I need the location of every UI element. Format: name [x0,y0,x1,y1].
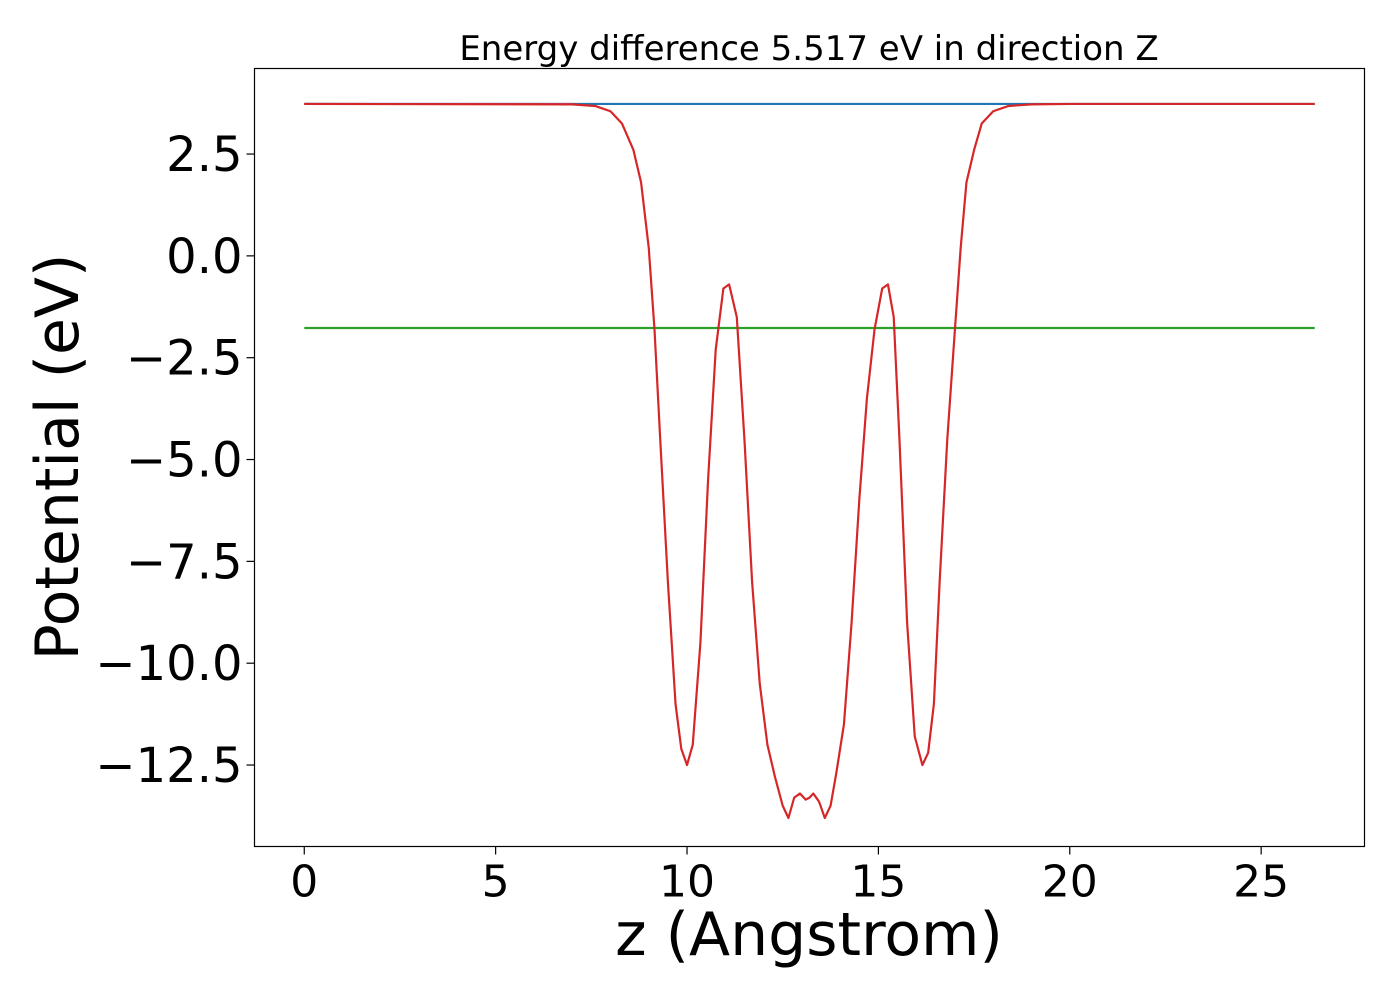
y-tick-label: 0.0 [166,229,242,285]
x-tick-label: 15 [850,857,906,908]
y-tick-label: −10.0 [95,636,242,692]
series-line-3 [304,102,1315,820]
y-tick-label: −7.5 [126,534,243,590]
plot-frame [253,67,1366,848]
series-layer [304,102,1315,820]
x-tick-label: 20 [1042,857,1098,908]
x-tick-label: 10 [659,857,715,908]
chart-title: Energy difference 5.517 eV in direction … [459,29,1158,69]
x-tick-label: 5 [482,857,510,908]
y-tick-label: −2.5 [126,331,243,387]
y-tick-label: 2.5 [166,127,242,183]
x-tick-label: 25 [1233,857,1289,908]
x-ticks: 0 5 10 15 20 25 [290,846,1289,908]
x-axis-label: z (Angstrom) [615,900,1003,970]
x-tick-label: 0 [290,857,318,908]
y-axis-label: Potential (eV) [23,254,93,661]
y-tick-label: −12.5 [95,738,242,794]
y-tick-label: −5.0 [126,433,243,489]
y-ticks: 2.5 0.0 −2.5 −5.0 −7.5 −10.0 −12.5 [95,127,255,794]
